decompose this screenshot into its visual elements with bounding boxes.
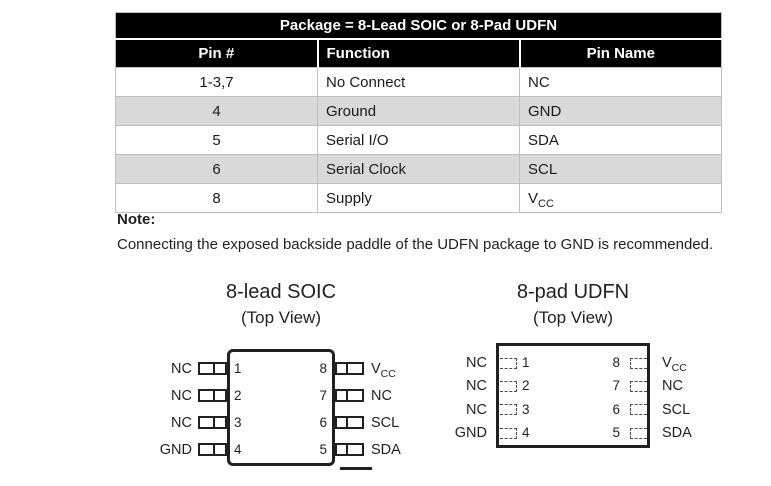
udfn-pad1-label: NC [466, 355, 487, 371]
pin-function-table: Package = 8-Lead SOIC or 8-Pad UDFN Pin … [115, 12, 722, 213]
soic-pin2-label: NC [171, 388, 192, 404]
col-header-pin-name: Pin Name [518, 39, 722, 68]
table-row: 5 Serial I/O SDA [115, 125, 722, 155]
soic-pin4-number: 4 [234, 442, 242, 457]
udfn-pad3-label: NC [466, 402, 487, 418]
soic-pin8-number: 8 [319, 361, 327, 376]
soic-pin8-label: VCC [371, 361, 396, 380]
soic-pin-lead [198, 362, 227, 375]
udfn-pad2-label: NC [466, 378, 487, 394]
soic-pin2-number: 2 [234, 388, 242, 403]
soic-pin-lead [335, 362, 364, 375]
udfn-pad [500, 404, 517, 415]
stray-mark-line [340, 467, 372, 470]
table-row: 8 Supply VCC [115, 183, 722, 213]
table-title: Package = 8-Lead SOIC or 8-Pad UDFN [115, 12, 722, 40]
table-row: 1-3,7 No Connect NC [115, 67, 722, 97]
udfn-pad [630, 404, 647, 415]
udfn-pad7-label: NC [662, 378, 683, 394]
udfn-pad4-number: 4 [522, 425, 530, 440]
table-row: 4 Ground GND [115, 96, 722, 126]
udfn-pad8-number: 8 [612, 355, 620, 370]
note-text: Connecting the exposed backside paddle o… [117, 236, 714, 253]
udfn-pad6-label: SCL [662, 402, 691, 418]
udfn-pad [630, 358, 647, 369]
udfn-pad8-label: VCC [662, 355, 687, 374]
cell-function: Serial Clock [317, 154, 520, 184]
udfn-title: 8-pad UDFN [516, 281, 630, 303]
cell-function: Ground [317, 96, 520, 126]
cell-pin-name: GND [519, 96, 722, 126]
soic-pin3-label: NC [171, 415, 192, 431]
soic-pin6-number: 6 [319, 415, 327, 430]
soic-pin5-label: SDA [371, 442, 401, 458]
soic-subtitle: (Top View) [241, 308, 321, 327]
soic-pin-lead [198, 389, 227, 402]
cell-pin: 8 [115, 183, 318, 213]
col-header-pin: Pin # [115, 39, 318, 68]
soic-pin5-number: 5 [319, 442, 327, 457]
note-label: Note: [117, 211, 156, 228]
cell-pin: 6 [115, 154, 318, 184]
soic-pin-lead [198, 416, 227, 429]
soic-pin3-number: 3 [234, 415, 242, 430]
col-header-function: Function [316, 39, 520, 68]
cell-pin-name-vcc: VCC [519, 183, 722, 213]
table-title-row: Package = 8-Lead SOIC or 8-Pad UDFN [115, 12, 722, 40]
cell-function: No Connect [317, 67, 520, 97]
udfn-pad1-number: 1 [522, 355, 530, 370]
cell-pin-name: SDA [519, 125, 722, 155]
soic-pin6-label: SCL [371, 415, 400, 431]
udfn-pad [500, 428, 517, 439]
udfn-pad5-label: SDA [662, 425, 692, 441]
soic-pin-lead [335, 389, 364, 402]
soic-pin-lead [198, 443, 227, 456]
udfn-pad3-number: 3 [522, 402, 530, 417]
udfn-package-body [496, 343, 650, 448]
udfn-pad5-number: 5 [612, 425, 620, 440]
cell-pin-name: NC [519, 67, 722, 97]
udfn-pad [500, 381, 517, 392]
soic-pin7-number: 7 [319, 388, 327, 403]
udfn-pad2-number: 2 [522, 378, 530, 393]
soic-package-body [227, 349, 335, 466]
cell-pin-name: SCL [519, 154, 722, 184]
soic-pin1-number: 1 [234, 361, 242, 376]
udfn-pad [630, 428, 647, 439]
cell-pin: 4 [115, 96, 318, 126]
udfn-subtitle: (Top View) [533, 308, 613, 327]
udfn-pad6-number: 6 [612, 402, 620, 417]
soic-pin-lead [335, 443, 364, 456]
soic-title: 8-lead SOIC [225, 281, 337, 303]
soic-pin1-label: NC [171, 361, 192, 377]
cell-pin: 1-3,7 [115, 67, 318, 97]
udfn-pad7-number: 7 [612, 378, 620, 393]
soic-pin-lead [335, 416, 364, 429]
cell-pin: 5 [115, 125, 318, 155]
cell-function: Serial I/O [317, 125, 520, 155]
cell-function: Supply [317, 183, 520, 213]
udfn-pad4-label: GND [454, 425, 487, 441]
udfn-pad [630, 381, 647, 392]
soic-pin4-label: GND [159, 442, 192, 458]
udfn-pad [500, 358, 517, 369]
soic-pin7-label: NC [371, 388, 392, 404]
table-header-row: Pin # Function Pin Name [115, 39, 722, 68]
table-row: 6 Serial Clock SCL [115, 154, 722, 184]
